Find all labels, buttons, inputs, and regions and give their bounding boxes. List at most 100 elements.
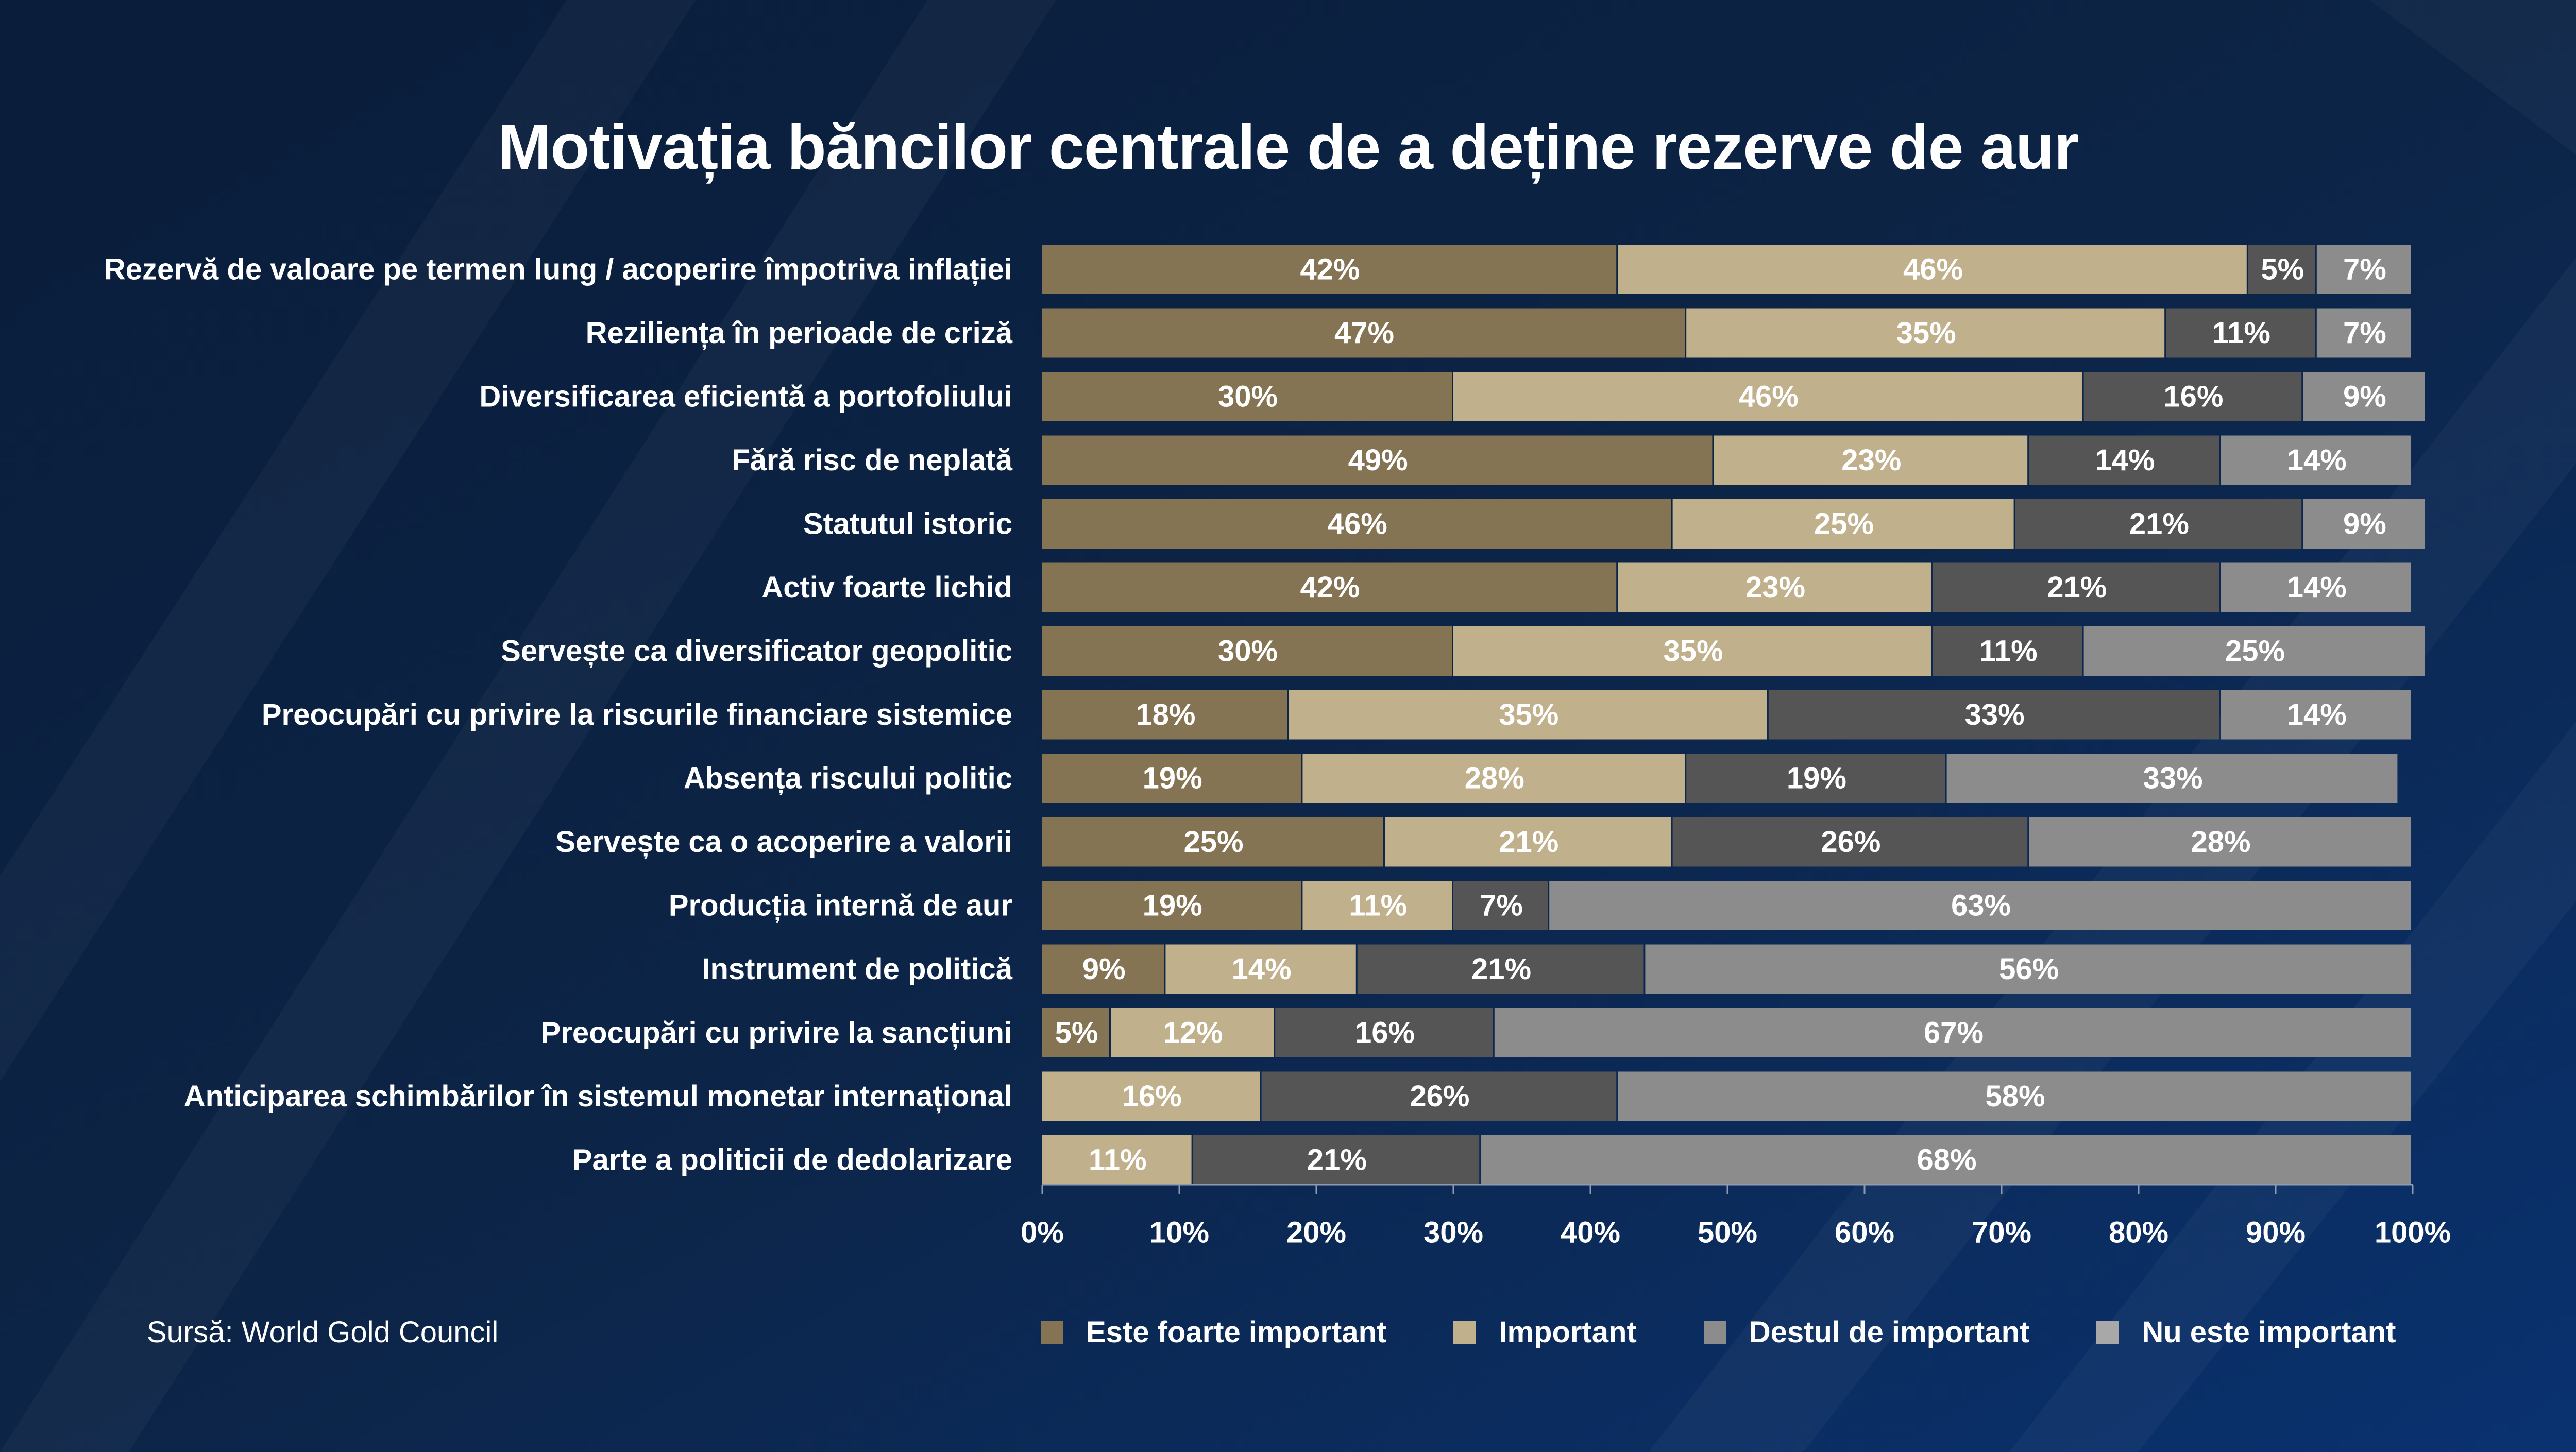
data-label: 28% [1465,762,1524,795]
data-label: 21% [1471,952,1531,986]
data-label: 14% [2095,443,2155,477]
bar-segment-not-important [2221,690,2411,740]
category-label: Anticiparea schimbărilor în sistemul mon… [184,1080,1012,1114]
legend-label-somewhat-important: Destul de important [1749,1316,2030,1349]
data-label: 9% [1082,952,1126,986]
bar-segment-not-important [2303,499,2425,549]
x-tick-label: 90% [2246,1216,2306,1250]
bar-segment-somewhat-important [1672,817,2028,867]
bar-segment-important [1042,1071,1260,1121]
legend-label-very-important: Este foarte important [1086,1316,1387,1349]
data-label: 35% [1896,316,1956,350]
data-label: 56% [1999,952,2059,986]
data-label: 30% [1218,635,1278,668]
bar-segment-somewhat-important [1686,754,1945,803]
x-tick-label: 70% [1972,1216,2031,1250]
category-label: Servește ca diversificator geopolitic [501,635,1012,669]
legend-label-not-important: Nu este important [2142,1316,2396,1349]
data-label: 25% [1183,825,1243,859]
data-label: 12% [1163,1016,1223,1050]
data-label: 21% [1307,1143,1367,1177]
data-label: 19% [1787,762,1846,795]
legend-item-somewhat-important: Destul de important [1703,1315,2030,1349]
bar-segment-not-important [2316,245,2411,294]
legend-item-important: Important [1453,1315,1637,1349]
data-label: 46% [1739,380,1799,414]
bar-segment-important [1042,1135,1192,1185]
category-label: Fără risc de neplată [732,443,1013,477]
data-label: 16% [1355,1016,1415,1050]
category-label: Rezervă de valoare pe termen lung / acop… [104,253,1012,287]
data-label: 33% [1965,698,2025,731]
bar-segment-important [1672,499,2014,549]
bar-segment-somewhat-important [1193,1135,1480,1185]
data-label: 33% [2143,762,2202,795]
bar-segment-important [1165,944,1356,994]
data-label: 21% [2129,507,2189,541]
legend-swatch-very-important [1041,1321,1063,1344]
data-label: 11% [1979,635,2038,668]
data-label: 11% [1089,1143,1147,1177]
category-label: Statutul istoric [803,507,1012,541]
bar-segment-not-important [1549,881,2411,930]
bar-segment-important [1714,435,2028,485]
category-label: Producția internă de aur [669,889,1012,923]
bar-segment-not-important [2221,562,2411,612]
data-label: 14% [2287,698,2347,731]
data-label: 26% [1821,825,1880,859]
data-label: 42% [1300,571,1360,604]
data-label: 11% [1349,889,1407,923]
data-label: 14% [1232,952,1292,986]
data-label: 67% [1924,1016,1984,1050]
bar-segment-not-important [1645,944,2411,994]
bar-segment-important [1302,754,1685,803]
bar-segment-very-important [1042,308,1685,358]
data-label: 25% [2225,635,2285,668]
bar-segment-somewhat-important [2248,245,2315,294]
bar-segment-important [1686,308,2165,358]
bar-segment-important [1618,245,2247,294]
data-label: 63% [1951,889,2011,923]
category-label: Preocupări cu privire la riscurile finan… [262,698,1012,731]
data-label: 68% [1917,1143,1977,1177]
category-label: Instrument de politică [702,952,1012,986]
bar-segment-somewhat-important [2029,435,2219,485]
bar-segment-important [1111,1008,1274,1057]
bar-segment-somewhat-important [2083,372,2302,421]
data-label: 5% [1055,1016,1098,1050]
bar-segment-very-important [1042,372,1452,421]
data-label: 26% [1410,1080,1469,1113]
data-label: 21% [2047,571,2107,604]
bar-segment-important [1453,372,2082,421]
x-tick-label: 40% [1561,1216,1620,1250]
bar-segment-important [1453,626,1931,676]
source-note: Sursă: World Gold Council [147,1316,499,1349]
data-label: 25% [1814,507,1874,541]
legend: Este foarte important Important Destul d… [1041,1315,2396,1349]
data-label: 14% [2287,571,2347,604]
data-label: 21% [1499,825,1558,859]
bar-segment-not-important [1618,1071,2411,1121]
bar-segment-somewhat-important [1275,1008,1493,1057]
bar-segment-somewhat-important [1768,690,2219,740]
bar-segment-not-important [1481,1135,2411,1185]
bar-segment-very-important [1042,1008,1109,1057]
data-label: 58% [1986,1080,2045,1113]
data-label: 16% [2163,380,2223,414]
bar-segment-very-important [1042,499,1671,549]
bar-segment-somewhat-important [1261,1071,1617,1121]
category-label: Diversificarea eficientă a portofoliului [479,380,1012,414]
category-label: Reziliența în perioade de criză [586,316,1013,350]
bar-segment-important [1302,881,1452,930]
bar-segment-somewhat-important [1357,944,1644,994]
bar-segment-important [1385,817,1671,867]
bar-segment-very-important [1042,435,1713,485]
legend-item-very-important: Este foarte important [1041,1315,1386,1349]
bar-segment-very-important [1042,881,1301,930]
data-label: 19% [1143,762,1202,795]
bar-segment-somewhat-important [1453,881,1548,930]
data-label: 14% [2287,443,2347,477]
bar-segment-very-important [1042,245,1617,294]
bar-segment-not-important [2221,435,2411,485]
